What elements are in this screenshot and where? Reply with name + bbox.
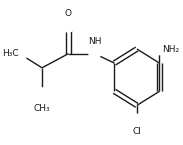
Text: O: O [65,9,72,18]
Circle shape [63,21,74,32]
Circle shape [89,48,100,59]
Text: NH₂: NH₂ [162,45,179,54]
Text: CH₃: CH₃ [34,104,50,113]
Circle shape [132,114,142,125]
Circle shape [35,88,49,102]
Text: Cl: Cl [132,127,141,136]
Text: NH: NH [88,37,101,46]
Text: H₃C: H₃C [2,49,18,58]
Circle shape [154,43,165,55]
Circle shape [12,46,27,61]
